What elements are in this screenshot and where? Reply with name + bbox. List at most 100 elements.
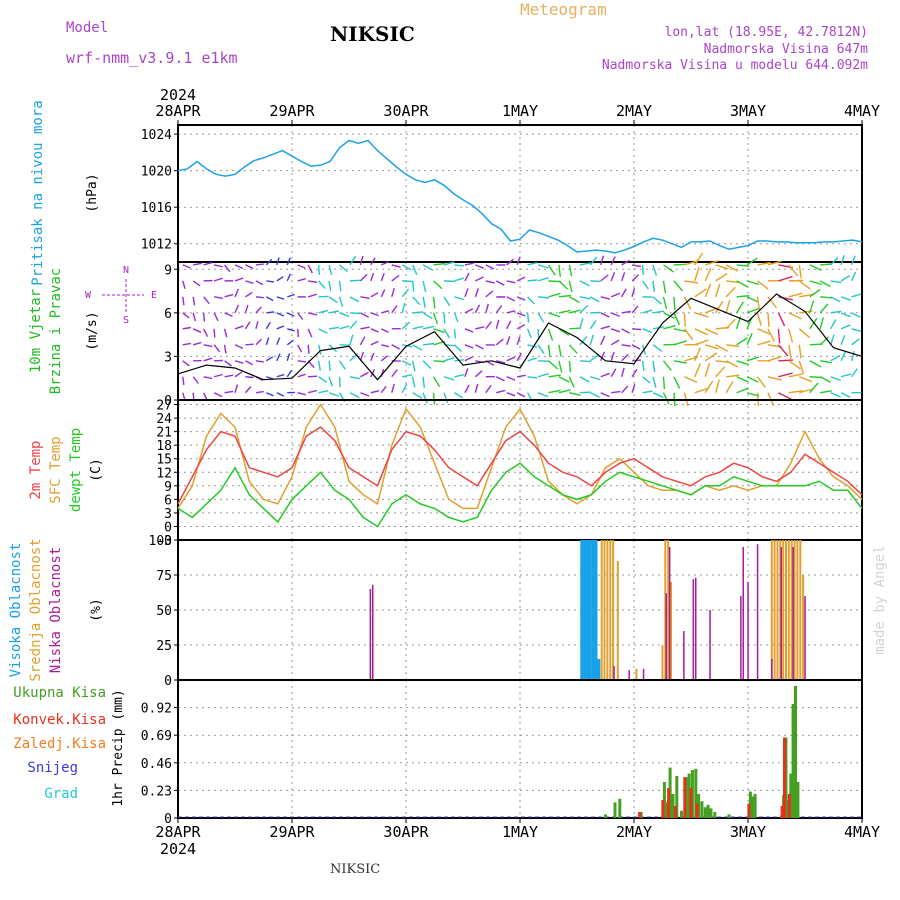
wind-arrow — [245, 291, 253, 298]
bottom-time-label: 30APR — [383, 823, 429, 841]
wind-arrow — [213, 392, 223, 398]
wind-arrow — [370, 292, 379, 298]
wind-arrow — [809, 288, 821, 298]
cloud-low-bar — [668, 547, 671, 680]
wind-arrow — [788, 292, 803, 298]
wind-arrow — [338, 376, 341, 388]
wind-arrow — [370, 312, 379, 317]
wind-arrow — [318, 376, 328, 383]
wind-arrow — [830, 280, 842, 284]
wind-arrow — [830, 354, 841, 362]
wind-arrow — [297, 312, 304, 320]
cloud-mid-bar — [606, 540, 609, 680]
wind-arrow — [746, 307, 760, 314]
cloud-mid-bar — [635, 668, 638, 680]
wind-arrow — [338, 360, 346, 370]
wind-arrow — [453, 312, 459, 323]
wind-arrow — [652, 280, 656, 293]
wind-arrow — [746, 296, 759, 303]
wind-arrow — [527, 344, 538, 348]
cloud-low-bar — [709, 610, 711, 680]
wind-arrow — [464, 356, 474, 362]
wind-arrow — [725, 286, 736, 298]
wind-arrow — [422, 264, 434, 271]
wind-arrow — [317, 264, 321, 275]
wind-arrow — [537, 312, 545, 323]
wind-arrow — [799, 376, 813, 383]
wind-arrow — [778, 275, 793, 282]
wind-arrow — [276, 325, 285, 330]
footer-station: NIKSIC — [330, 862, 381, 877]
wind-arrow — [475, 276, 484, 282]
wind-arrow — [454, 277, 464, 282]
wind-arrow — [244, 386, 252, 394]
wind-arrow — [255, 306, 262, 314]
wind-arrow — [715, 344, 729, 352]
wind-arrow — [453, 344, 462, 353]
top-time-label: 30APR — [383, 102, 429, 120]
wind-arrow — [286, 339, 294, 346]
wind-arrow — [245, 264, 254, 269]
bottom-time-label: 29APR — [269, 823, 315, 841]
wind-arrow — [411, 360, 416, 372]
wind-arrow — [475, 344, 484, 350]
wind-arrow — [402, 374, 413, 378]
wind-arrow — [443, 312, 446, 324]
precip-total-bar — [703, 807, 707, 818]
wind-arrow — [360, 326, 370, 330]
wind-arrow — [840, 296, 851, 301]
precip-total-bar — [727, 814, 731, 818]
cloud-mid-bar — [785, 540, 787, 680]
wind-arrow — [255, 296, 264, 299]
wind-arrow — [704, 328, 719, 336]
wind-arrow — [778, 372, 793, 378]
wind-arrow — [297, 392, 306, 396]
wind-arrow — [422, 280, 427, 292]
sfc-temp-label: SFC Temp — [48, 436, 64, 503]
cloud-high-label: Visoka Oblacnost — [8, 543, 24, 678]
wind-arrow — [516, 256, 521, 266]
wind-arrow — [213, 373, 223, 378]
wind-arrow — [203, 357, 213, 362]
wind-arrow — [422, 376, 425, 388]
y-tick-label: 0 — [164, 520, 172, 535]
wind-arrow — [432, 392, 436, 405]
wind-arrow — [631, 264, 642, 268]
wind-arrow — [819, 317, 824, 330]
wind-arrow — [579, 335, 588, 346]
precip-legend-2: Zaledj.Kisa — [13, 736, 106, 752]
wind-arrow — [840, 335, 846, 346]
wind-arrow — [726, 344, 740, 348]
wind-arrow — [819, 280, 831, 288]
cloud-low-bar — [692, 579, 695, 680]
cloud-mid-bar — [796, 540, 799, 680]
wind-arrow — [788, 264, 799, 277]
wind-arrow — [328, 376, 333, 387]
cloud-low-bar — [804, 596, 806, 680]
wind-arrow — [611, 390, 621, 394]
bottom-time-label: 1MAY — [502, 823, 538, 841]
y-tick-label: 1020 — [141, 165, 172, 180]
wind-arrow — [297, 278, 306, 282]
wind-arrow — [506, 392, 516, 397]
wind-arrow — [234, 304, 240, 314]
wind-arrow — [360, 392, 370, 397]
y-tick-label: 50 — [156, 604, 172, 619]
bottom-time-label: 2MAY — [616, 823, 652, 841]
bottom-time-label: 4MAY — [844, 823, 880, 841]
wind-arrow — [798, 264, 802, 279]
wind-arrow — [642, 309, 653, 314]
wind-arrow — [412, 311, 424, 314]
cloud-low-bar — [642, 668, 645, 680]
wind-arrow — [537, 277, 549, 282]
wind-arrow — [495, 319, 500, 330]
wind-arrow — [234, 344, 244, 350]
wind-arrow — [422, 312, 433, 320]
y-tick-label: 75 — [156, 569, 172, 584]
y-tick-label: 3 — [164, 507, 172, 522]
wind-arrow — [590, 280, 601, 283]
wind-arrow — [433, 262, 446, 266]
compass-n: N — [123, 265, 129, 276]
precip-conv-bar — [673, 806, 677, 818]
wind-arrow — [579, 262, 591, 266]
